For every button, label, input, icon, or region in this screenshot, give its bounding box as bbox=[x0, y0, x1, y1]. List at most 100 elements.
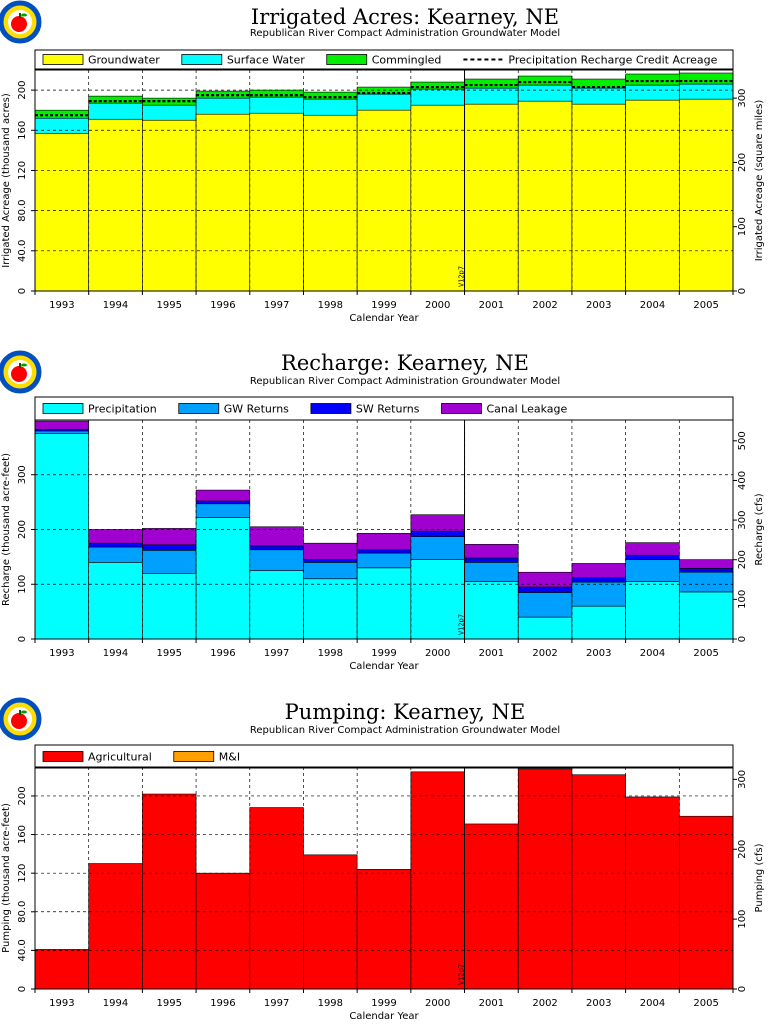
recharge-bar bbox=[88, 562, 143, 640]
irrigated-acres-xtick-label: 1993 bbox=[49, 300, 74, 311]
irrigated-acres-bar bbox=[34, 132, 89, 292]
pumping-ytick-right-label: 100 bbox=[737, 910, 748, 929]
recharge-x-axis: 1993 1994 1995 1996 1997 1998 1999 2000 2001 2002… bbox=[34, 639, 734, 659]
irrigated-acres-legend-label: Commingled bbox=[372, 54, 442, 67]
irrigated-acres-ytick-right-label: 100 bbox=[737, 217, 748, 236]
pumping-ytick-label: 120 bbox=[17, 864, 28, 883]
irrigated-acres-bar bbox=[517, 100, 573, 292]
recharge-bar bbox=[517, 592, 573, 618]
pumping-bar bbox=[571, 774, 626, 990]
recharge-legend-swatch bbox=[42, 403, 84, 414]
recharge-ytick-label: 0 bbox=[17, 636, 28, 642]
recharge-bar bbox=[679, 571, 734, 593]
recharge-ytick-right-label: 500 bbox=[737, 431, 748, 450]
recharge-title: Recharge: Kearney, NE bbox=[281, 351, 529, 375]
pumping-xtick-label: 1997 bbox=[264, 998, 289, 1009]
recharge-bar bbox=[679, 568, 734, 573]
recharge-bar bbox=[195, 503, 251, 518]
pumping-legend: Agricultural M&I bbox=[34, 744, 734, 769]
recharge-left-axis: 0 100 200 300 bbox=[17, 465, 35, 642]
recharge-bar bbox=[356, 549, 412, 554]
irrigated-acres-bar bbox=[679, 72, 734, 85]
pumping-legend-box bbox=[34, 744, 734, 769]
recharge-bar bbox=[249, 570, 304, 640]
irrigated-acres-bar bbox=[88, 102, 143, 120]
irrigated-acres-legend-swatch bbox=[42, 54, 84, 65]
recharge-subtitle: Republican River Compact Administration … bbox=[250, 376, 560, 387]
pumping-bar bbox=[517, 768, 573, 990]
recharge-ytick-label: 300 bbox=[17, 465, 28, 484]
recharge-xtick-label: 2002 bbox=[532, 648, 557, 659]
irrigated-acres-ytick-label: 0 bbox=[17, 288, 28, 294]
recharge-bar bbox=[464, 557, 519, 563]
recharge-bar bbox=[464, 562, 519, 582]
recharge-bar bbox=[88, 542, 143, 548]
irrigated-acres-bar bbox=[303, 98, 358, 116]
irrigated-acres-bar bbox=[195, 113, 251, 292]
irrigated-acres-subtitle: Republican River Compact Administration … bbox=[250, 28, 560, 39]
irrigated-acres-xtick-label: 1997 bbox=[264, 300, 289, 311]
irrigated-acres-legend-label: Groundwater bbox=[88, 54, 160, 67]
irrigated-acres-legend-label: Precipitation Recharge Credit Acreage bbox=[508, 54, 717, 67]
irrigated-acres-plot-frame bbox=[34, 69, 734, 292]
recharge-ytick-label: 100 bbox=[17, 575, 28, 594]
irrigated-acres-grid bbox=[35, 70, 733, 291]
pumping-xtick-label: 2002 bbox=[532, 998, 557, 1009]
pumping-xtick-label: 2004 bbox=[640, 998, 665, 1009]
apple-seal-icon bbox=[0, 350, 42, 394]
recharge-bar bbox=[625, 559, 680, 582]
irrigated-acres-bar bbox=[464, 78, 519, 89]
pumping-legend-swatch bbox=[173, 751, 215, 762]
recharge-legend-swatch bbox=[441, 403, 482, 414]
recharge-grid bbox=[35, 420, 733, 639]
pumping-xtick-label: 1998 bbox=[318, 998, 343, 1009]
recharge-xtick-label: 1995 bbox=[157, 648, 182, 659]
recharge-bar bbox=[410, 536, 465, 560]
pumping-ytick-label: 0 bbox=[17, 986, 28, 992]
irrigated-acres-left-axis: 0 40.0 80.0 120 160 200 bbox=[17, 81, 35, 294]
irrigated-acres-ylabel: Irrigated Acreage (thousand acres) bbox=[1, 93, 12, 268]
irrigated-acres-ytick-right-label: 0 bbox=[737, 288, 748, 294]
irrigated-acres-bar bbox=[571, 103, 626, 292]
irrigated-acres-bar bbox=[464, 87, 519, 105]
irrigated-acres-legend-swatch bbox=[181, 54, 223, 65]
recharge-ytick-right-label: 100 bbox=[737, 590, 748, 609]
pumping-right-axis: 0 100 200 300 bbox=[733, 770, 748, 992]
irrigated-acres-bar bbox=[356, 93, 412, 111]
irrigated-acres-legend-label: Surface Water bbox=[227, 54, 305, 67]
recharge-bar bbox=[88, 546, 143, 563]
recharge-bar bbox=[679, 559, 734, 569]
recharge-xtick-label: 2005 bbox=[693, 648, 718, 659]
recharge-xtick-label: 2001 bbox=[479, 648, 504, 659]
pumping-xtick-label: 1999 bbox=[371, 998, 396, 1009]
pumping-xtick-label: 2005 bbox=[693, 998, 718, 1009]
pumping-ylabel-right: Pumping (cfs) bbox=[754, 843, 765, 912]
recharge-bar bbox=[249, 545, 304, 551]
irrigated-acres-bar bbox=[195, 97, 251, 115]
irrigated-acres-credit-line bbox=[35, 79, 733, 117]
pumping-ytick-label: 80.0 bbox=[17, 901, 28, 923]
irrigated-acres-bar bbox=[464, 103, 519, 292]
recharge-xtick-label: 1996 bbox=[210, 648, 235, 659]
irrigated-acres-bar bbox=[625, 99, 680, 292]
recharge-legend: Precipitation GW Returns SW Returns Canal L… bbox=[34, 396, 734, 421]
irrigated-acres-bar bbox=[249, 96, 304, 114]
irrigated-acres-bar bbox=[34, 117, 89, 134]
recharge-bars bbox=[34, 420, 734, 640]
recharge-xtick-label: 2000 bbox=[425, 648, 450, 659]
recharge-xtick-label: 1998 bbox=[318, 648, 343, 659]
irrigated-acres-ylabel-right: Irrigated Acreage (square miles) bbox=[754, 100, 765, 262]
pumping-bar bbox=[625, 796, 680, 990]
recharge-bar bbox=[571, 581, 626, 607]
recharge-legend-swatch bbox=[178, 403, 220, 414]
recharge-bar bbox=[571, 577, 626, 583]
pumping-bars bbox=[34, 768, 734, 990]
recharge-bar bbox=[303, 559, 358, 563]
pumping-xtick-label: 2000 bbox=[425, 998, 450, 1009]
recharge-legend-swatch bbox=[310, 403, 352, 414]
irrigated-acres-xlabel: Calendar Year bbox=[349, 313, 419, 324]
recharge-ytick-label: 200 bbox=[17, 520, 28, 539]
irrigated-acres-bar bbox=[625, 84, 680, 101]
recharge-bar bbox=[88, 529, 143, 544]
recharge-bar bbox=[34, 430, 89, 434]
